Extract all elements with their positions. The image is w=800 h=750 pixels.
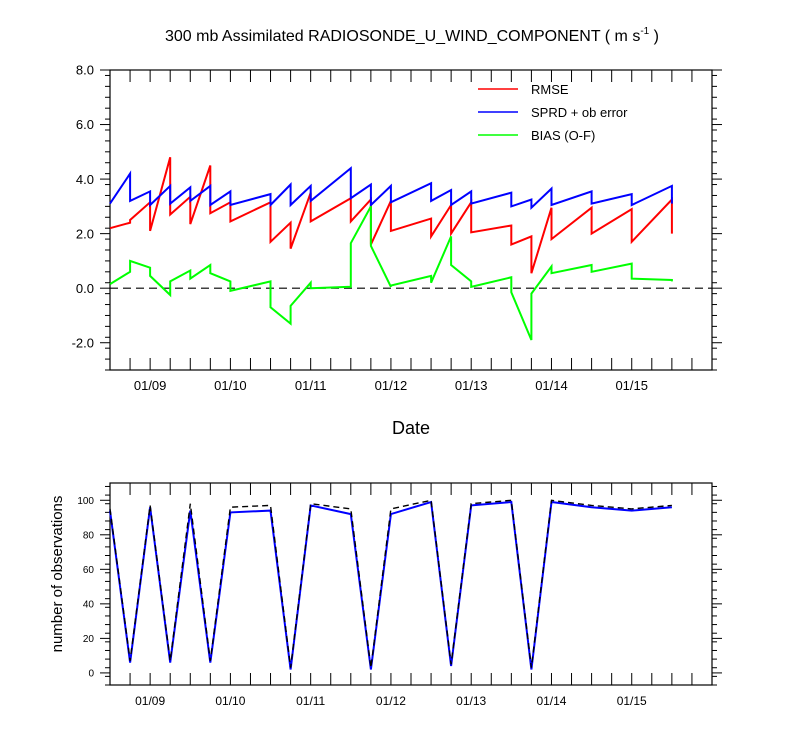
x-tick-label: 01/14 <box>536 694 566 708</box>
series-line-observations-total <box>109 499 672 668</box>
x-tick-label: 01/11 <box>295 378 327 393</box>
y-tick-label: 80 <box>83 530 95 541</box>
x-tick-label: 01/10 <box>214 378 247 393</box>
y-tick-label: 2.0 <box>76 226 94 241</box>
legend-label: SPRD + ob error <box>531 105 628 120</box>
x-tick-label: 01/12 <box>376 694 406 708</box>
y-tick-label: 4.0 <box>76 172 94 187</box>
series-line-rmse <box>109 157 673 274</box>
x-tick-label: 01/13 <box>455 378 488 393</box>
x-tick-label: 01/15 <box>615 378 648 393</box>
y-tick-label: 0.0 <box>76 281 94 296</box>
top-panel: 01/09 01/10 01/11 01/12 01/13 01/14 01/15 -2.0 0… <box>72 63 722 438</box>
x-tick-label: 01/09 <box>134 378 167 393</box>
x-tick-label: 01/14 <box>535 378 568 393</box>
chart-title-main: 300 mb Assimilated RADIOSONDE_U_WIND_COM… <box>165 28 640 45</box>
y-tick-label: 20 <box>83 634 95 645</box>
legend-label: RMSE <box>531 82 569 97</box>
x-axis-label: Date <box>392 418 430 438</box>
x-tick-label: 01/12 <box>375 378 408 393</box>
series-line-observations-used <box>109 500 672 670</box>
x-tick-label: 01/09 <box>135 694 165 708</box>
y-tick-label: 100 <box>77 496 94 507</box>
x-tick-label: 01/15 <box>617 694 647 708</box>
y-tick-label: 8.0 <box>76 63 94 78</box>
bottom-panel: 01/09 01/10 01/11 01/12 01/13 01/14 01/15 0 20 40… <box>49 482 722 708</box>
y-tick-label: -2.0 <box>72 335 94 350</box>
series-line-bias-o-f <box>109 205 673 341</box>
y-tick-label: 0 <box>88 669 94 680</box>
y-tick-label: 6.0 <box>76 117 94 132</box>
y-tick-label: 60 <box>83 565 95 576</box>
x-tick-label: 01/10 <box>215 694 245 708</box>
series-line-sprd-ob-error <box>109 166 673 211</box>
y-axis-label: number of observations <box>49 496 66 653</box>
x-tick-label: 01/13 <box>456 694 486 708</box>
legend-label: BIAS (O-F) <box>531 128 595 143</box>
chart-title-end: ) <box>649 28 659 45</box>
chart-title-exponent: -1 <box>640 26 649 37</box>
x-tick-label: 01/11 <box>296 694 325 708</box>
y-tick-label: 40 <box>83 599 95 610</box>
chart-title: 300 mb Assimilated RADIOSONDE_U_WIND_COM… <box>165 26 659 45</box>
